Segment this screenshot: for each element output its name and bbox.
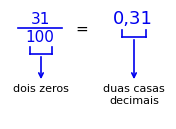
Text: 0,31: 0,31 [113,10,153,28]
Text: duas casas
decimais: duas casas decimais [103,84,165,106]
Text: dois zeros: dois zeros [13,84,69,94]
Text: =: = [76,22,88,37]
Text: 31: 31 [30,12,50,27]
Text: 100: 100 [26,30,54,45]
